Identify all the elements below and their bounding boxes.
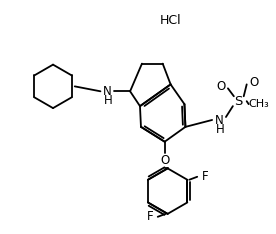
Text: O: O — [216, 80, 225, 93]
Text: H: H — [104, 94, 113, 107]
Text: HCl: HCl — [160, 14, 181, 27]
Text: F: F — [147, 210, 153, 223]
Text: H: H — [216, 123, 224, 136]
Text: S: S — [235, 95, 243, 108]
Text: O: O — [160, 154, 169, 167]
Text: F: F — [202, 170, 208, 183]
Text: N: N — [215, 114, 223, 128]
Text: N: N — [103, 85, 112, 98]
Text: CH₃: CH₃ — [248, 99, 269, 109]
Text: O: O — [249, 76, 258, 89]
